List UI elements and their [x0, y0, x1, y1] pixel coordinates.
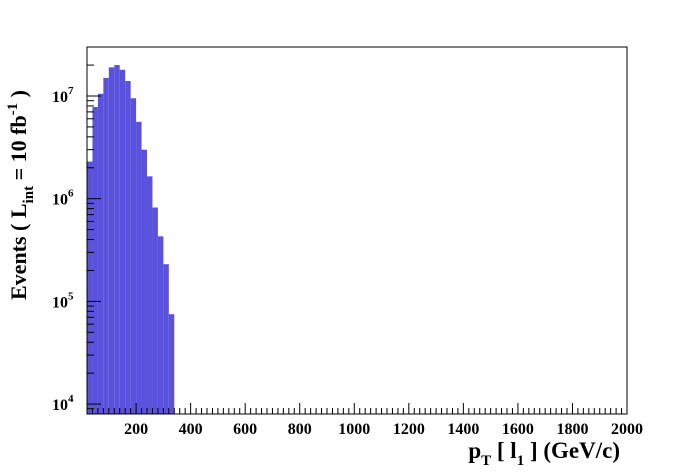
histogram-bars [87, 65, 175, 415]
histogram-bar [141, 149, 147, 414]
histogram-bar [108, 67, 115, 414]
histogram-bar [114, 65, 120, 414]
y-tick-label: 10 [52, 294, 68, 311]
y-tick-exponent: 7 [68, 85, 74, 97]
x-tick-label: 1200 [393, 421, 425, 438]
y-axis-label: Events ( Lint = 10 fb-1 ) [5, 90, 37, 300]
histogram-bar [97, 93, 104, 415]
histogram-bar [92, 107, 98, 415]
histogram-bar [87, 161, 93, 414]
y-tick-label: 10 [52, 192, 68, 209]
plot-frame [86, 46, 628, 415]
histogram-bar [130, 98, 137, 414]
x-tick-label: 1000 [338, 421, 370, 438]
x-tick-label: 1600 [502, 421, 534, 438]
y-tick-exponent: 5 [68, 290, 74, 302]
histogram-bar [168, 314, 175, 414]
y-tick-exponent: 4 [68, 393, 74, 405]
histogram-bar [119, 69, 126, 414]
x-tick-label: 1800 [556, 421, 588, 438]
x-tick-label: 800 [288, 421, 312, 438]
x-tick-label: 1400 [447, 421, 479, 438]
x-tick-label: 2000 [611, 421, 643, 438]
histogram-bar [136, 121, 142, 414]
histogram-bar [103, 77, 109, 414]
x-tick-label: 200 [124, 421, 148, 438]
y-tick-label: 10 [52, 89, 68, 106]
histogram-bar [147, 176, 153, 414]
histogram-bar [163, 264, 169, 414]
x-tick-label: 400 [179, 421, 203, 438]
histogram-bar [152, 207, 158, 414]
x-tick-label: 600 [233, 421, 257, 438]
histogram-bar [125, 80, 131, 414]
x-axis-label: pT [ l1 ] (GeV/c) [468, 438, 620, 469]
y-tick-exponent: 6 [68, 188, 74, 200]
axis-ticks [87, 46, 623, 415]
histogram-bar [157, 236, 164, 414]
y-tick-label: 10 [52, 397, 68, 414]
